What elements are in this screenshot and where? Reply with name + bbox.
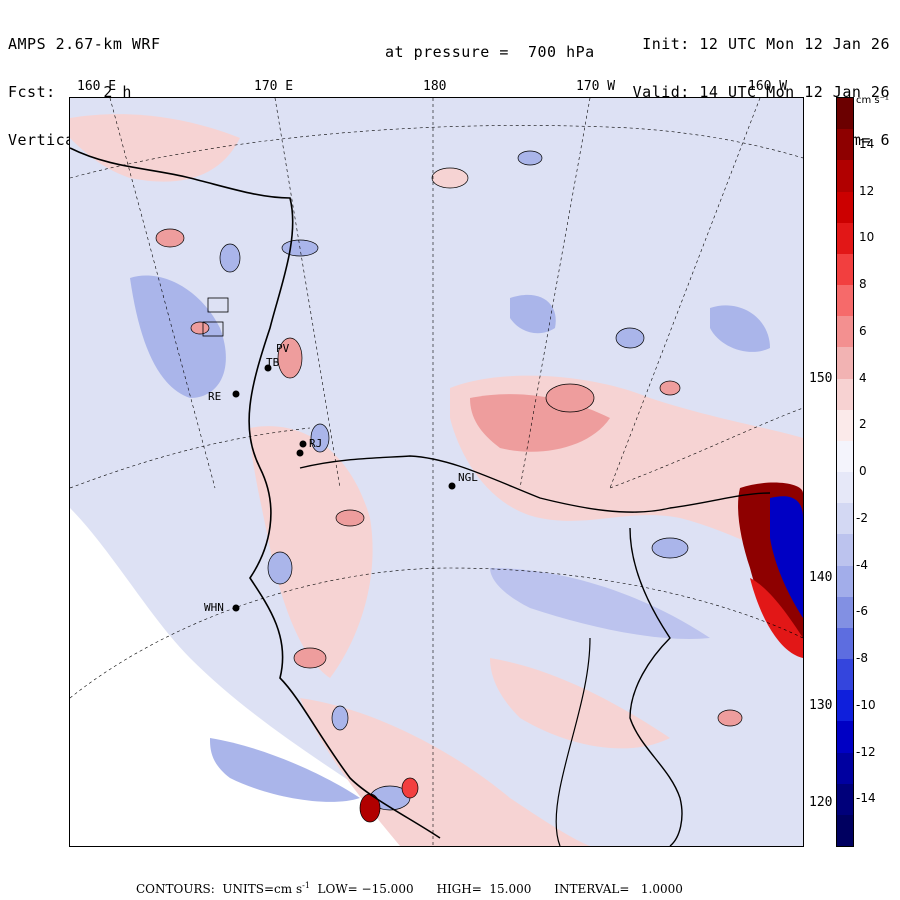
colorbar-segment [837, 565, 853, 598]
colorbar-segment [837, 472, 853, 504]
colorbar-label: 6 [859, 323, 867, 338]
lon-label-170e: 170 E [254, 79, 294, 94]
grounding-line [629, 527, 683, 846]
positive-region-ridge [250, 426, 373, 678]
station-marker-pv[interactable] [296, 449, 304, 457]
coastline-west [70, 147, 441, 839]
station-label-rj: RJ [309, 437, 322, 450]
colorbar-segment [837, 378, 853, 411]
colorbar-label: -2 [856, 510, 868, 525]
colorbar-segment [837, 752, 853, 785]
fcst-label: Fcst: [8, 83, 56, 101]
stations: PV TB RE RJ NGL WHN [202, 297, 478, 614]
colorbar-label: 0 [859, 464, 867, 478]
colorbar-segment [837, 721, 853, 753]
colorbar-label: 8 [859, 277, 867, 291]
strong-positive-east-2 [750, 578, 803, 658]
lon-label-180: 180 [423, 79, 447, 94]
negative-region-center [490, 568, 710, 639]
land-area [70, 508, 450, 846]
colorbar-segment [837, 814, 853, 847]
station-marker-ngl[interactable] [448, 482, 456, 490]
colorbar-segment [837, 129, 853, 161]
lon-label-170w: 170 W [576, 79, 616, 94]
forecast-hour: Fcst: 2 h [8, 84, 170, 100]
negative-region-south [210, 738, 360, 802]
colorbar-label: 2 [859, 417, 867, 432]
colorbar-segment [837, 285, 853, 317]
colorbar-segment [837, 316, 853, 348]
station-marker-rj[interactable] [299, 440, 307, 448]
inset-box-1 [207, 297, 229, 313]
colorbar-label: -8 [856, 651, 868, 665]
ice-boundary [555, 637, 591, 846]
valid-time: Valid: 14 UTC Mon 12 Jan 26 [632, 83, 890, 101]
colorbar-segment [837, 690, 853, 722]
colorbar-segment [837, 783, 853, 816]
graticule [70, 98, 803, 846]
footer-range: LOW= −15.000 HIGH= 15.000 INTERVAL= 1.00… [309, 882, 683, 896]
map-canvas: PV TB RE RJ NGL WHN [70, 98, 803, 846]
colorbar-segment [837, 503, 853, 535]
map-panel[interactable]: PV TB RE RJ NGL WHN [69, 97, 804, 847]
colorbar-segment [837, 160, 853, 192]
colorbar-segment [837, 253, 853, 286]
colorbar-segment [837, 347, 853, 379]
colorbar-label: 4 [859, 370, 867, 385]
station-marker-whn[interactable] [232, 604, 240, 612]
footer-contours: CONTOURS: UNITS=cm s-1 LOW= −15.000 HIGH… [136, 881, 683, 896]
pressure-level: at pressure = 700 hPa [385, 43, 595, 61]
colorbar-segment [837, 627, 853, 660]
colorbar-label: -14 [856, 791, 876, 806]
positive-region-mid [490, 658, 670, 749]
strong-negative-east [770, 496, 803, 618]
station-label-tb: TB [266, 356, 280, 369]
colorbar-unit: cm s⁻¹ [856, 95, 889, 106]
colorbar-segment [837, 98, 853, 130]
colorbar-segment [837, 409, 853, 442]
colorbar-label: -6 [856, 604, 868, 619]
colorbar-segment [837, 222, 853, 255]
header-right: Init: 12 UTC Mon 12 Jan 26 Valid: 14 UTC… [633, 4, 890, 164]
contour-blobs [155, 150, 743, 823]
ice-shelf-front [299, 455, 771, 513]
lon-label-160w: 160 W [748, 79, 788, 94]
negative-blob-1 [510, 294, 556, 334]
colorbar-label: 10 [859, 230, 875, 245]
init-time: Init: 12 UTC Mon 12 Jan 26 [642, 35, 890, 53]
station-label-re: RE [208, 390, 221, 403]
negative-region-west [130, 275, 226, 398]
station-label-whn: WHN [204, 601, 224, 614]
colorbar-segment [837, 440, 853, 473]
colorbar [836, 97, 854, 847]
negative-blob-2 [710, 305, 770, 352]
colorbar-label: -4 [856, 557, 868, 572]
colorbar-segment [837, 596, 853, 629]
colorbar-segment [837, 659, 853, 691]
model-title: AMPS 2.67-km WRF [8, 35, 161, 53]
positive-region-north [70, 114, 240, 182]
colorbar-label: -12 [856, 744, 876, 759]
colorbar-label: 12 [859, 183, 875, 198]
station-marker-tb[interactable] [264, 364, 272, 372]
lon-label-160e: 160 E [77, 79, 117, 94]
footer-unit-sup: -1 [302, 881, 310, 890]
fcst-value: 2 h [103, 83, 132, 101]
colorbar-segment [837, 534, 853, 566]
station-label-pv: PV [276, 342, 290, 355]
colorbar-label: 14 [859, 136, 875, 151]
colorbar-label: -10 [856, 697, 876, 712]
station-label-ngl: NGL [458, 471, 478, 484]
footer-contours-label: CONTOURS: UNITS=cm s [136, 882, 303, 896]
colorbar-segment [837, 191, 853, 224]
station-marker-re[interactable] [232, 390, 240, 398]
inset-box-2 [202, 321, 224, 337]
